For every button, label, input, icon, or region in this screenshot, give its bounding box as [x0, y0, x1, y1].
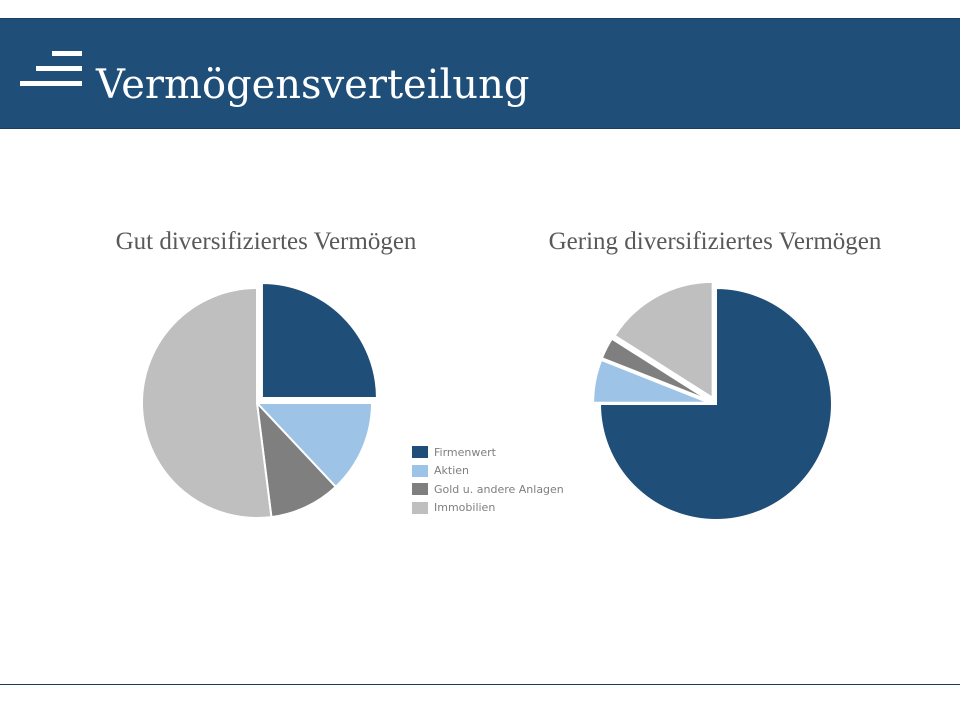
- legend-item-gold: Gold u. andere Anlagen: [412, 480, 564, 499]
- pie-slice-left-aktien: [254, 402, 374, 489]
- legend-item-immobilien: Immobilien: [412, 499, 564, 518]
- legend-swatch: [412, 446, 428, 459]
- footer-divider: [0, 684, 960, 685]
- legend-label: Firmenwert: [434, 445, 496, 459]
- legend-label: Immobilien: [434, 501, 496, 515]
- pie-slice-left-immobilien: [141, 286, 273, 519]
- pie-slice-left-firmenwert: [260, 282, 378, 400]
- legend-label: Gold u. andere Anlagen: [434, 482, 564, 496]
- chart-title-right: Gering diversifiziertes Vermögen: [548, 228, 882, 255]
- page-title: Vermögensverteilung: [96, 62, 530, 108]
- header-bar: [0, 18, 960, 129]
- pie-slice-right-firmenwert: [598, 286, 833, 521]
- legend-label: Aktien: [434, 464, 470, 478]
- legend-swatch: [412, 464, 428, 477]
- legend-item-aktien: Aktien: [412, 462, 564, 481]
- legend-swatch: [412, 483, 428, 496]
- chart-legend: Firmenwert Aktien Gold u. andere Anlagen…: [412, 443, 564, 517]
- pie-slice-right-gold-u-andere-anlagen: [600, 337, 711, 402]
- pie-slice-right-immobilien: [613, 280, 714, 400]
- legend-swatch: [412, 501, 428, 514]
- legend-item-firmenwert: Firmenwert: [412, 443, 564, 462]
- hamburger-lines-icon: [20, 51, 82, 87]
- pie-slice-left-gold-u-andere-anlagen: [255, 400, 338, 519]
- chart-title-left: Gut diversifiziertes Vermögen: [115, 228, 417, 255]
- pie-slice-right-aktien: [592, 358, 710, 404]
